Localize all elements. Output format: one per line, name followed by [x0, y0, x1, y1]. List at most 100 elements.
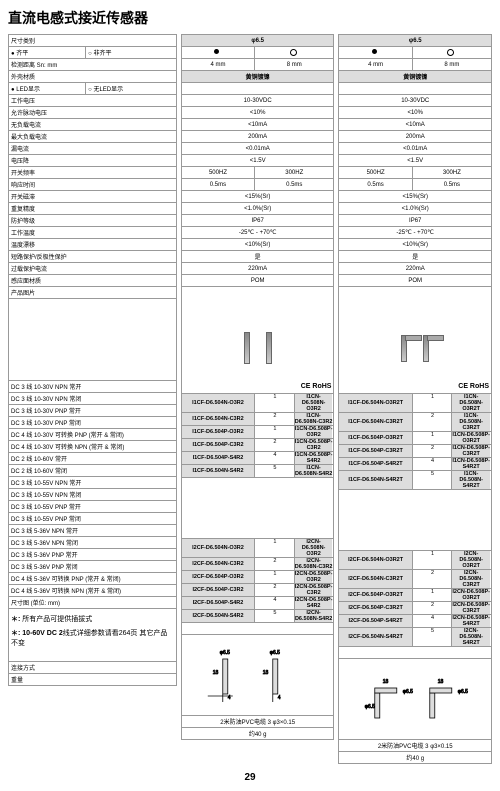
model-l: I1CF-D6.504N-O3R2: [181, 394, 254, 413]
freq-l: 500HZ: [339, 167, 412, 179]
spec-row-l: ● LED显示: [9, 83, 86, 95]
blank: [339, 490, 492, 501]
spec-val2: <15%(Sr): [181, 191, 334, 203]
model-l: I2CF-D6.504N-C3R2: [181, 558, 254, 571]
notes-cell: ＊: 所有产品可提供插拔式 ＊: 10-60V DC 2线式详细参数请看264页…: [9, 609, 177, 662]
spec-row: 感应面材质: [9, 275, 177, 287]
model-r: 1I2CN-D6.508P-O3R2: [255, 571, 334, 584]
spec-val: <0.01mA: [339, 143, 492, 155]
svg-text:18: 18: [383, 679, 389, 685]
variant-row: DC 3 线 10-30V NPN 常开: [9, 381, 177, 393]
model-r: 2I2CN-D6.508P-C3R2: [255, 584, 334, 597]
spec-row-r: ○ 无LED显示: [86, 83, 177, 95]
variant-row: DC 4 线 10-30V 可转换 PNP (常开 & 常闭): [9, 429, 177, 441]
resp-r: 0.5ms: [255, 179, 334, 191]
model-l: I2CF-D6.504P-S4R2T: [339, 615, 412, 628]
mm-val-r: 8 mm: [412, 59, 491, 71]
spec-table: φ6.54 mm8 mm黄铜镀镍10-30VDC<10%<10mA200mA<0…: [338, 34, 492, 764]
spec-val: <0.01mA: [181, 143, 334, 155]
model-l: I2CF-D6.504N-S4R2T: [339, 628, 412, 647]
model-r: 1I2CN-D6.508P-O3R2T: [412, 589, 491, 602]
spec-row: 响应时间: [9, 179, 177, 191]
spec-val: <1.5V: [181, 155, 334, 167]
model-r: 2I1CN-D6.508N-C3R2: [255, 413, 334, 426]
model-r: 5I1CN-D6.508N-S4R2T: [412, 471, 491, 490]
img-top: [181, 287, 334, 300]
sensor-icon: [266, 332, 272, 364]
model-r: 2I1CN-D6.508P-C3R2: [255, 439, 334, 452]
spec-row: 无负载电流: [9, 119, 177, 131]
variant-row: DC 2 线 10-60V 常闭: [9, 465, 177, 477]
svg-text:φ6.5: φ6.5: [403, 689, 413, 695]
spec-val2: -25℃ - +70℃: [181, 227, 334, 239]
mm-val-r: 8 mm: [255, 59, 334, 71]
blank: [181, 518, 334, 528]
model-r: 5I2CN-D6.508N-S4R2: [255, 610, 334, 623]
mm-r: [412, 47, 491, 59]
dim-blank: [339, 647, 492, 659]
sensor-l-icon: [423, 335, 429, 362]
model-l: I2CF-D6.504P-C3R2T: [339, 602, 412, 615]
model-l: I2CF-D6.504N-S4R2: [181, 610, 254, 623]
spec-row: 温度漂移: [9, 239, 177, 251]
svg-text:φ6.5: φ6.5: [270, 650, 280, 656]
variant-row: DC 3 线 5-36V NPN 常闭: [9, 537, 177, 549]
spec-row: 外壳材质: [9, 71, 177, 83]
spec-val2: -25℃ - +70℃: [339, 227, 492, 239]
prod-img: [181, 299, 334, 380]
ce-mark: CE RoHS: [339, 380, 492, 394]
model-l: I1CF-D6.504P-O3R2T: [339, 432, 412, 445]
svg-text:18: 18: [438, 679, 444, 685]
diam-header: φ6.5: [181, 35, 334, 47]
spec-val2: 是: [339, 251, 492, 263]
spec-header: 尺寸类别: [9, 35, 177, 47]
spec-val2: 220mA: [181, 263, 334, 275]
model-r: 5I1CN-D6.508N-S4R2: [255, 465, 334, 478]
model-r: 1I1CN-D6.508N-O3R2T: [412, 394, 491, 413]
spec-val2: IP67: [339, 215, 492, 227]
mat: 黄铜镀镍: [181, 71, 334, 83]
dim-drawing: 18φ6.5φ6.5 18φ6.5: [339, 659, 492, 740]
img-top: [339, 287, 492, 300]
ce-mark: CE RoHS: [181, 380, 334, 394]
freq-r: 300HZ: [412, 167, 491, 179]
blank: [181, 478, 334, 489]
variant-row: DC 2 线 10-60V 常开: [9, 453, 177, 465]
model-l: I1CF-D6.504P-S4R2T: [339, 458, 412, 471]
svg-text:18: 18: [263, 670, 269, 676]
model-r: 2I2CN-D6.508N-C3R2T: [412, 570, 491, 589]
variant-row: DC 3 线 5-36V NPN 常开: [9, 525, 177, 537]
model-l: I1CF-D6.504N-C3R2: [181, 413, 254, 426]
model-l: I1CF-D6.504N-S4R2: [181, 465, 254, 478]
model-r: 2I2CN-D6.508N-C3R2: [255, 558, 334, 571]
resp-r: 0.5ms: [412, 179, 491, 191]
spec-row: 短路保护/反极性保护: [9, 251, 177, 263]
blank: [181, 488, 334, 498]
dim-label: 尺寸图 (单位: mm): [9, 597, 177, 609]
variant-row: DC 3 线 5-36V PNP 常开: [9, 549, 177, 561]
blank: [339, 540, 492, 551]
freq-l: 500HZ: [181, 167, 254, 179]
blank: [339, 530, 492, 540]
model-r: 4I2CN-D6.508P-S4R2: [255, 597, 334, 610]
model-r: 4I1CN-D6.508P-S4R2: [255, 452, 334, 465]
spec-val2: <10%(Sr): [181, 239, 334, 251]
weight-label: 重量: [9, 674, 177, 686]
spec-val2: <1.0%(Sr): [339, 203, 492, 215]
spec-labels-column: 尺寸类别 ● 齐平○ 非齐平检测距离 Sn: mm外壳材质● LED显示○ 无L…: [8, 34, 177, 764]
mm-r: [255, 47, 334, 59]
model-r: 2I1CN-D6.508N-C3R2T: [412, 413, 491, 432]
spec-val2: IP67: [181, 215, 334, 227]
model-l: I2CF-D6.504N-O3R2T: [339, 551, 412, 570]
model-l: I2CF-D6.504P-O3R2T: [339, 589, 412, 602]
mm-val-l: 4 mm: [181, 59, 254, 71]
blank: [339, 520, 492, 530]
spec-col-2: φ6.54 mm8 mm黄铜镀镍10-30VDC<10%<10mA200mA<0…: [338, 34, 492, 764]
spec-val2: <10%(Sr): [339, 239, 492, 251]
variant-row: DC 3 线 10-55V NPN 常闭: [9, 489, 177, 501]
spec-val2: <1.0%(Sr): [181, 203, 334, 215]
spec-val2: 220mA: [339, 263, 492, 275]
conn-label: 连接方式: [9, 662, 177, 674]
model-r: 1I2CN-D6.508N-O3R2T: [412, 551, 491, 570]
spec-val2: POM: [181, 275, 334, 287]
